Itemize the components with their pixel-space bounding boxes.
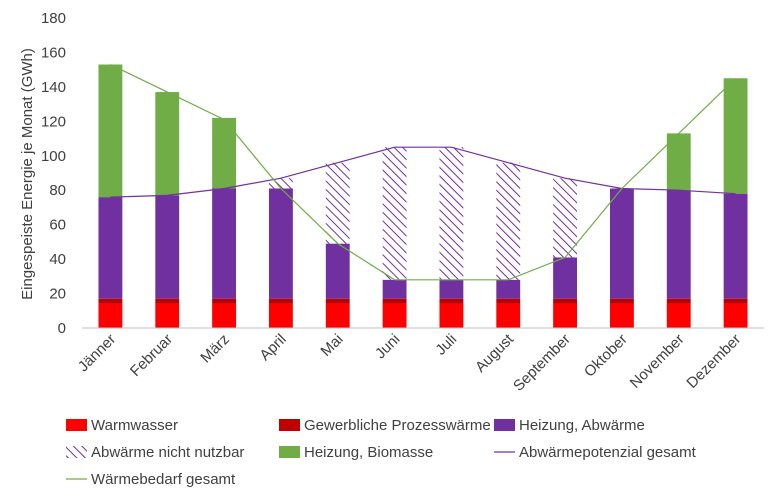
bar-segment xyxy=(496,279,521,299)
bar-segment xyxy=(98,303,123,328)
y-tick-label: 140 xyxy=(41,79,66,96)
bar-segment xyxy=(212,188,237,299)
x-tick-label: April xyxy=(257,331,290,364)
bar-segment xyxy=(98,197,123,299)
bar-segment xyxy=(325,303,350,328)
y-axis-label: Eingespeiste Energie je Monat (GWh) xyxy=(19,48,36,300)
bar-segment xyxy=(268,303,293,328)
y-tick-label: 80 xyxy=(49,182,66,199)
y-tick-label: 0 xyxy=(58,320,66,337)
legend-swatch xyxy=(279,446,300,458)
bar-segment xyxy=(325,243,350,299)
y-tick-label: 120 xyxy=(41,113,66,130)
legend-swatch xyxy=(494,419,515,431)
bar-segment xyxy=(382,298,407,304)
bar-segment xyxy=(212,117,237,189)
legend-label: Abwärmepotenzial gesamt xyxy=(519,444,697,461)
x-tick-label: Juni xyxy=(372,331,403,362)
legend-label: Heizung, Abwärme xyxy=(519,417,645,434)
bar-segment xyxy=(496,162,521,280)
bar-segment xyxy=(439,298,464,304)
x-tick-label: März xyxy=(197,331,233,367)
x-tick-label: Dezember xyxy=(683,331,744,392)
bar-segment xyxy=(553,178,578,258)
bar-segment xyxy=(155,298,180,304)
bar-segment xyxy=(155,195,180,299)
legend: Warmwasser Gewerbliche Prozesswärme Heizun… xyxy=(66,417,697,488)
legend-swatch xyxy=(66,446,87,458)
series-line xyxy=(110,63,737,281)
bar-segment xyxy=(212,303,237,328)
y-tick-label: 160 xyxy=(41,44,66,61)
bar-segment xyxy=(98,298,123,304)
bar-segment xyxy=(723,193,748,299)
x-tick-label: August xyxy=(472,330,518,376)
legend-label: Abwärme nicht nutzbar xyxy=(91,444,244,461)
bar-segment xyxy=(325,298,350,304)
x-tick-label: November xyxy=(627,331,688,392)
bars xyxy=(98,64,748,328)
bar-segment xyxy=(155,303,180,328)
y-tick-labels: 0 20 40 60 80 100 120 140 160 180 xyxy=(41,10,66,337)
bar-segment xyxy=(609,188,634,299)
bar-segment xyxy=(723,298,748,304)
x-tick-label: Februar xyxy=(127,331,176,380)
bar-segment xyxy=(98,64,123,198)
bar-segment xyxy=(496,298,521,304)
x-tick-label: Juli xyxy=(432,331,460,359)
x-tick-labels: Jänner Februar März April Mai Juni Juli AugustS… xyxy=(75,330,745,394)
bar-segment xyxy=(268,188,293,299)
bar-segment xyxy=(382,303,407,328)
bar-segment xyxy=(439,279,464,299)
bar-segment xyxy=(439,147,464,280)
series-line xyxy=(110,146,736,198)
bar-segment xyxy=(666,190,691,299)
bar-segment xyxy=(666,303,691,328)
bar-segment xyxy=(609,298,634,304)
bar-segment xyxy=(553,303,578,328)
series-lines xyxy=(110,63,737,281)
bar-segment xyxy=(382,147,407,280)
bar-segment xyxy=(496,303,521,328)
bar-segment xyxy=(553,257,578,299)
legend-swatch xyxy=(66,419,87,431)
legend-label: Heizung, Biomasse xyxy=(304,444,433,461)
y-tick-label: 20 xyxy=(49,286,66,303)
bar-segment xyxy=(382,279,407,299)
x-tick-label: Jänner xyxy=(75,331,119,375)
y-tick-label: 180 xyxy=(41,10,66,27)
bar-segment xyxy=(155,92,180,196)
bar-segment xyxy=(325,162,350,244)
y-tick-label: 60 xyxy=(49,217,66,234)
bar-segment xyxy=(723,78,748,194)
x-tick-label: Oktober xyxy=(581,331,631,381)
legend-label: Wärmebedarf gesamt xyxy=(91,471,236,488)
bar-segment xyxy=(268,178,293,189)
x-tick-label: Mai xyxy=(317,331,346,360)
legend-swatch xyxy=(279,419,300,431)
legend-label: Gewerbliche Prozesswärme xyxy=(304,417,491,434)
bar-segment xyxy=(268,298,293,304)
bar-segment xyxy=(666,133,691,191)
y-tick-label: 100 xyxy=(41,148,66,165)
x-tick-label: September xyxy=(510,331,574,395)
bar-segment xyxy=(723,303,748,328)
bar-segment xyxy=(553,298,578,304)
bar-segment xyxy=(666,298,691,304)
y-tick-label: 40 xyxy=(49,251,66,268)
legend-label: Warmwasser xyxy=(91,417,178,434)
bar-segment xyxy=(609,303,634,328)
bar-segment xyxy=(439,303,464,328)
bar-segment xyxy=(212,298,237,304)
y-axis-label-group: Eingespeiste Energie je Monat (GWh) xyxy=(19,48,36,300)
